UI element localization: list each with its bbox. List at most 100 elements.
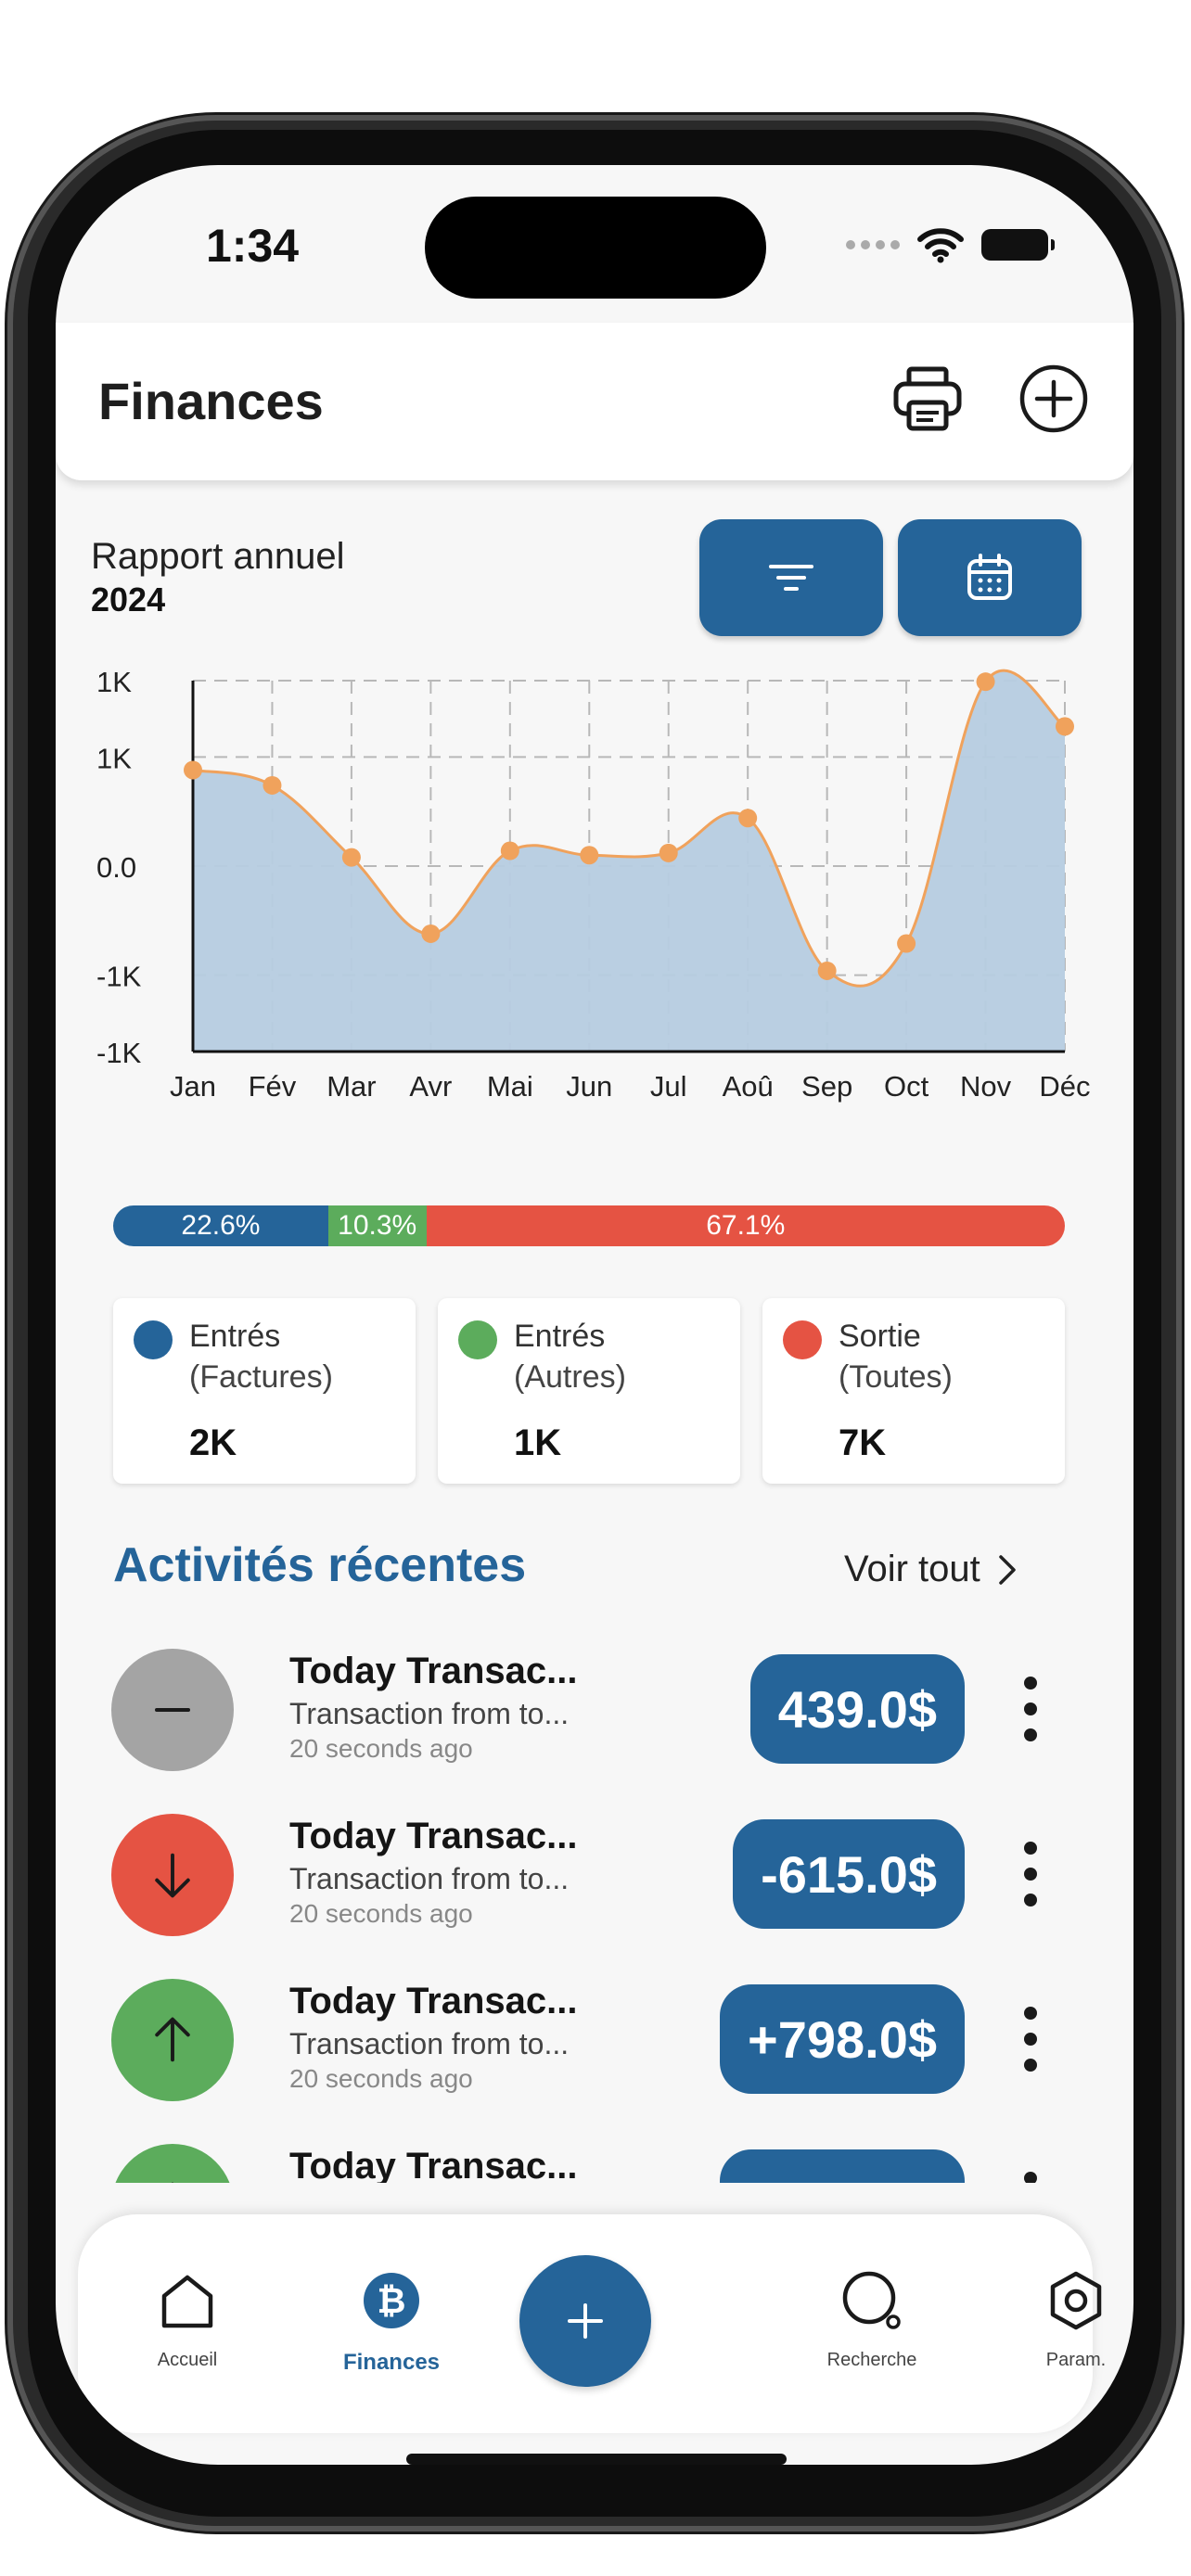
stat-label: Entrés (189, 1319, 281, 1354)
y-tick-label: -1K (96, 1037, 142, 1069)
home-indicator (406, 2454, 787, 2465)
transaction-row[interactable]: Today Transac... Transaction from to... 20… (56, 1960, 1133, 2123)
transaction-row[interactable]: Today Transac... Transaction from to... 20… (56, 1630, 1133, 1793)
stat-value: 1K (514, 1422, 562, 1463)
transaction-amount: 439.0$ (749, 1654, 965, 1764)
minus-icon (155, 1708, 190, 1712)
transaction-title: Today Transac... (289, 1981, 578, 2021)
nav-finances[interactable]: ₿ Finances (299, 2268, 484, 2376)
transaction-title: Today Transac... (289, 1651, 578, 1691)
x-tick-label: Sep (801, 1070, 852, 1103)
data-point-avr (421, 924, 441, 943)
arrow-down-icon (155, 1853, 190, 1898)
transaction-type-badge (111, 1979, 234, 2101)
stat-sublabel: (Toutes) (839, 1359, 953, 1395)
stat-sublabel: (Autres) (514, 1359, 626, 1395)
legend-dot (783, 1320, 822, 1359)
calendar-icon (967, 554, 1012, 600)
nav-label-accueil: Accueil (157, 2350, 218, 2370)
chevron-right-icon (999, 1554, 1016, 1585)
data-point-oct (897, 934, 916, 953)
transaction-type-badge (111, 2144, 234, 2183)
stat-label: Entrés (514, 1319, 606, 1354)
more-vertical-icon[interactable] (1024, 2007, 1037, 2072)
more-vertical-icon[interactable] (1024, 2172, 1037, 2183)
app-screen: 1:34 Finances Rapport annuel 2024 (56, 165, 1133, 2465)
nav-accueil[interactable]: Accueil (95, 2268, 280, 2371)
filter-icon (769, 565, 813, 591)
chart-area-fill (193, 670, 1065, 1052)
transaction-amount: +798.0$ (720, 1984, 965, 2094)
transaction-row[interactable]: Today Transac... Transaction from to... 20… (56, 1795, 1133, 1958)
stat-value: 7K (839, 1422, 887, 1463)
transaction-amount: -615.0$ (733, 1819, 965, 1929)
nav-recherche[interactable]: Recherche (779, 2268, 965, 2371)
legend-dot (458, 1320, 497, 1359)
x-tick-label: Mai (487, 1070, 533, 1103)
transaction-title: Today Transac... (289, 2146, 578, 2183)
recent-activities-title: Activités récentes (113, 1538, 527, 1592)
transaction-time: 20 seconds ago (289, 1734, 473, 1763)
report-year: 2024 (91, 580, 166, 618)
x-tick-label: Déc (1039, 1070, 1090, 1103)
more-vertical-icon[interactable] (1024, 1677, 1037, 1741)
data-point-jun (580, 846, 599, 865)
data-point-nov (976, 672, 995, 692)
data-point-jul (659, 843, 678, 862)
data-point-mar (341, 848, 361, 867)
add-circle-icon[interactable] (1017, 362, 1091, 436)
battery-icon (981, 229, 1055, 261)
stat-label: Sortie (839, 1319, 921, 1354)
nav-param[interactable]: Param. (983, 2268, 1133, 2371)
see-all-link[interactable]: Voir tout (844, 1549, 1018, 1590)
stat-card: Entrés (Autres) 1K (438, 1298, 740, 1484)
data-point-déc (1056, 717, 1074, 736)
y-tick-label: -1K (96, 961, 142, 993)
data-point-jan (184, 760, 202, 780)
transaction-amount: +698.0$ (720, 2149, 965, 2183)
app-header: Finances (56, 323, 1133, 480)
transaction-description: Transaction from to... (289, 1862, 570, 1895)
signal-icon (846, 240, 900, 249)
distribution-segment: 67.1% (426, 1205, 1065, 1246)
add-transaction-button[interactable] (519, 2255, 651, 2387)
status-time: 1:34 (206, 220, 300, 272)
x-tick-label: Avr (409, 1070, 452, 1103)
calendar-button[interactable] (898, 519, 1082, 636)
x-tick-label: Mar (327, 1070, 376, 1103)
search-icon (842, 2271, 901, 2329)
distribution-segment: 10.3% (327, 1205, 427, 1246)
stat-card: Entrés (Factures) 2K (113, 1298, 416, 1484)
y-tick-label: 1K (96, 742, 132, 774)
x-tick-label: Jan (170, 1070, 216, 1103)
y-tick-label: 1K (96, 666, 132, 698)
x-tick-label: Oct (884, 1070, 929, 1103)
see-all-label: Voir tout (844, 1549, 980, 1589)
home-icon (161, 2275, 213, 2328)
bottom-nav: Accueil ₿ Finances Recherche (78, 2214, 1106, 2433)
distribution-bar: 22.6% 10.3% 67.1% (113, 1205, 1065, 1246)
settings-icon (1050, 2271, 1102, 2330)
arrow-up-icon (171, 2182, 174, 2183)
x-tick-label: Fév (249, 1070, 297, 1103)
nav-label-param: Param. (1045, 2350, 1107, 2370)
transaction-time: 20 seconds ago (289, 1899, 473, 1928)
transaction-time: 20 seconds ago (289, 2064, 473, 2093)
stat-value: 2K (189, 1422, 237, 1463)
annual-report-chart: -1K -1K 0.0 1K 1K Jan Fév Mar Avr Mai Jun Jul Aoû Sep… (96, 666, 1091, 1103)
more-vertical-icon[interactable] (1024, 1842, 1037, 1906)
data-point-mai (500, 841, 519, 861)
bitcoin-icon: ₿ (364, 2273, 419, 2328)
nav-label-finances: Finances (342, 2350, 441, 2375)
stat-sublabel: (Factures) (189, 1359, 333, 1395)
transaction-row[interactable]: Today Transac... +698.0$ (56, 2125, 1133, 2183)
transaction-type-badge (111, 1814, 234, 1936)
print-icon[interactable] (890, 362, 965, 436)
wifi-icon (917, 228, 964, 263)
data-point-fév (263, 775, 282, 795)
plus-icon (568, 2303, 603, 2339)
filter-button[interactable] (699, 519, 883, 636)
data-point-sep (817, 961, 837, 980)
x-tick-label: Jul (650, 1070, 687, 1103)
stat-card: Sortie (Toutes) 7K (762, 1298, 1065, 1484)
